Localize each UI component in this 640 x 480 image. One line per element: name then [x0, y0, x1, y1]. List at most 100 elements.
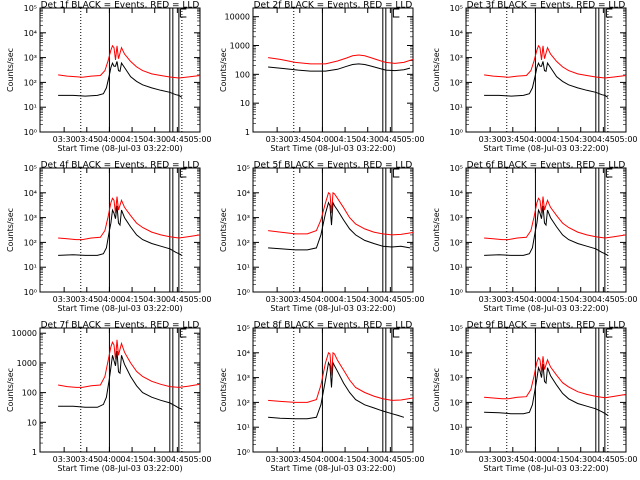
chart-title: Det 6f BLACK = Events, RED = LLD — [467, 161, 626, 171]
x-tick-label: 05:00 — [614, 295, 637, 304]
chart-panel-1: Det 1f BLACK = Events, RED = LLD 03:30 03:… — [6, 1, 212, 154]
y-tick-label: 10³ — [450, 54, 463, 63]
chart-panel-8: Det 8f BLACK = Events, RED = LLD 03:30 03:… — [219, 321, 425, 474]
plot-frame — [252, 327, 414, 453]
chart-panel-7: Det 7f BLACK = Events, RED = LLD 03:30 03:… — [6, 321, 212, 474]
chart-title: Det 5f BLACK = Events, RED = LLD — [254, 161, 413, 171]
chart-title: Det 4f BLACK = Events, RED = LLD — [41, 161, 200, 171]
chart-title: Det 1f BLACK = Events, RED = LLD — [41, 1, 200, 11]
x-tick-label: 05:00 — [188, 135, 211, 144]
x-tick-label: 05:00 — [401, 135, 424, 144]
x-tick-label: 04:00 — [311, 455, 334, 464]
x-tick-label: 03:30 — [53, 135, 76, 144]
y-tick-label: 10¹ — [450, 423, 463, 432]
x-tick-label: 03:30 — [266, 135, 289, 144]
x-tick-label: 04:15 — [121, 295, 144, 304]
y-tick-label: 10¹ — [450, 103, 463, 112]
chart-title: Det 7f BLACK = Events, RED = LLD — [41, 321, 200, 331]
y-tick-label: 10¹ — [237, 423, 250, 432]
series-line-lld — [58, 44, 200, 79]
y-tick-label: 10 — [27, 418, 37, 427]
y-tick-label: 10² — [450, 398, 463, 407]
series-line-lld — [58, 196, 200, 241]
y-tick-label: 10³ — [24, 214, 37, 223]
y-tick-label: 10³ — [237, 214, 250, 223]
chart-title: Det 3f BLACK = Events, RED = LLD — [467, 1, 626, 11]
x-tick-label: 03:45 — [288, 295, 311, 304]
series-line-lld — [268, 351, 413, 403]
x-axis-label: Start Time (08-Jul-03 03:22:00) — [57, 464, 182, 473]
x-axis-label: Start Time (08-Jul-03 03:22:00) — [270, 304, 395, 313]
y-tick-label: 10⁰ — [450, 128, 463, 137]
plot-frame — [252, 167, 414, 293]
y-tick-label: 10¹ — [237, 263, 250, 272]
x-tick-label: 04:00 — [98, 295, 121, 304]
x-tick-label: 04:15 — [334, 135, 357, 144]
chart-title: Det 2f BLACK = Events, RED = LLD — [254, 1, 413, 11]
x-tick-label: 04:45 — [379, 455, 402, 464]
x-tick-label: 05:00 — [401, 455, 424, 464]
series-line-events — [268, 360, 405, 420]
y-tick-label: 10² — [450, 238, 463, 247]
y-tick-label: 10⁴ — [237, 349, 250, 358]
y-axis-label: Counts/sec — [219, 208, 228, 252]
y-axis-label: Counts/sec — [432, 368, 441, 412]
y-tick-label: 10000 — [12, 329, 37, 338]
y-tick-label: 100 — [22, 389, 37, 398]
y-tick-label: 10⁴ — [237, 189, 250, 198]
x-tick-label: 04:15 — [547, 455, 570, 464]
x-tick-label: 03:30 — [53, 455, 76, 464]
y-axis-label: Counts/sec — [6, 208, 15, 252]
x-tick-label: 04:30 — [356, 455, 379, 464]
x-tick-label: 05:00 — [614, 455, 637, 464]
x-tick-label: 04:30 — [569, 455, 592, 464]
y-axis-label: Counts/sec — [6, 48, 15, 92]
x-tick-label: 04:00 — [524, 135, 547, 144]
x-tick-label: 04:45 — [166, 455, 189, 464]
x-tick-label: 04:45 — [592, 455, 615, 464]
series-line-events — [484, 364, 609, 416]
y-tick-label: 1000 — [230, 42, 250, 51]
marker-bracket — [605, 8, 613, 18]
x-tick-label: 04:30 — [143, 295, 166, 304]
x-tick-label: 04:15 — [121, 135, 144, 144]
x-tick-label: 04:15 — [121, 455, 144, 464]
x-tick-label: 03:30 — [479, 135, 502, 144]
y-axis-label: Counts/sec — [6, 368, 15, 412]
series-line-events — [268, 200, 411, 251]
plot-frame — [465, 327, 627, 453]
series-line-events — [58, 61, 183, 98]
x-tick-label: 04:30 — [143, 455, 166, 464]
x-tick-label: 03:30 — [266, 455, 289, 464]
marker-bracket — [179, 168, 187, 178]
marker-bracket — [392, 328, 400, 338]
plot-frame — [252, 7, 414, 133]
y-tick-label: 10² — [24, 238, 37, 247]
y-axis-label: Counts/sec — [219, 48, 228, 92]
plot-frame — [465, 167, 627, 293]
marker-bracket — [392, 168, 400, 178]
y-tick-label: 10000 — [225, 13, 250, 22]
x-tick-label: 04:00 — [311, 295, 334, 304]
x-tick-label: 04:00 — [98, 455, 121, 464]
x-tick-label: 05:00 — [401, 295, 424, 304]
x-tick-label: 04:30 — [569, 135, 592, 144]
x-tick-label: 04:15 — [547, 135, 570, 144]
x-tick-label: 03:30 — [53, 295, 76, 304]
y-tick-label: 10⁵ — [237, 164, 250, 173]
x-tick-label: 04:15 — [334, 455, 357, 464]
y-tick-label: 10³ — [450, 214, 463, 223]
x-axis-label: Start Time (08-Jul-03 03:22:00) — [483, 304, 608, 313]
series-line-events — [58, 205, 183, 256]
y-tick-label: 10⁰ — [450, 448, 463, 457]
x-tick-label: 04:45 — [166, 295, 189, 304]
x-tick-label: 04:00 — [524, 455, 547, 464]
y-tick-label: 10⁵ — [24, 4, 37, 13]
chart-panel-9: Det 9f BLACK = Events, RED = LLD 03:30 03:… — [432, 321, 638, 474]
x-tick-label: 03:45 — [501, 295, 524, 304]
x-tick-label: 03:45 — [501, 135, 524, 144]
x-tick-label: 05:00 — [614, 135, 637, 144]
x-tick-label: 04:00 — [524, 295, 547, 304]
y-tick-label: 10³ — [450, 374, 463, 383]
chart-panel-6: Det 6f BLACK = Events, RED = LLD 03:30 03:… — [432, 161, 638, 314]
